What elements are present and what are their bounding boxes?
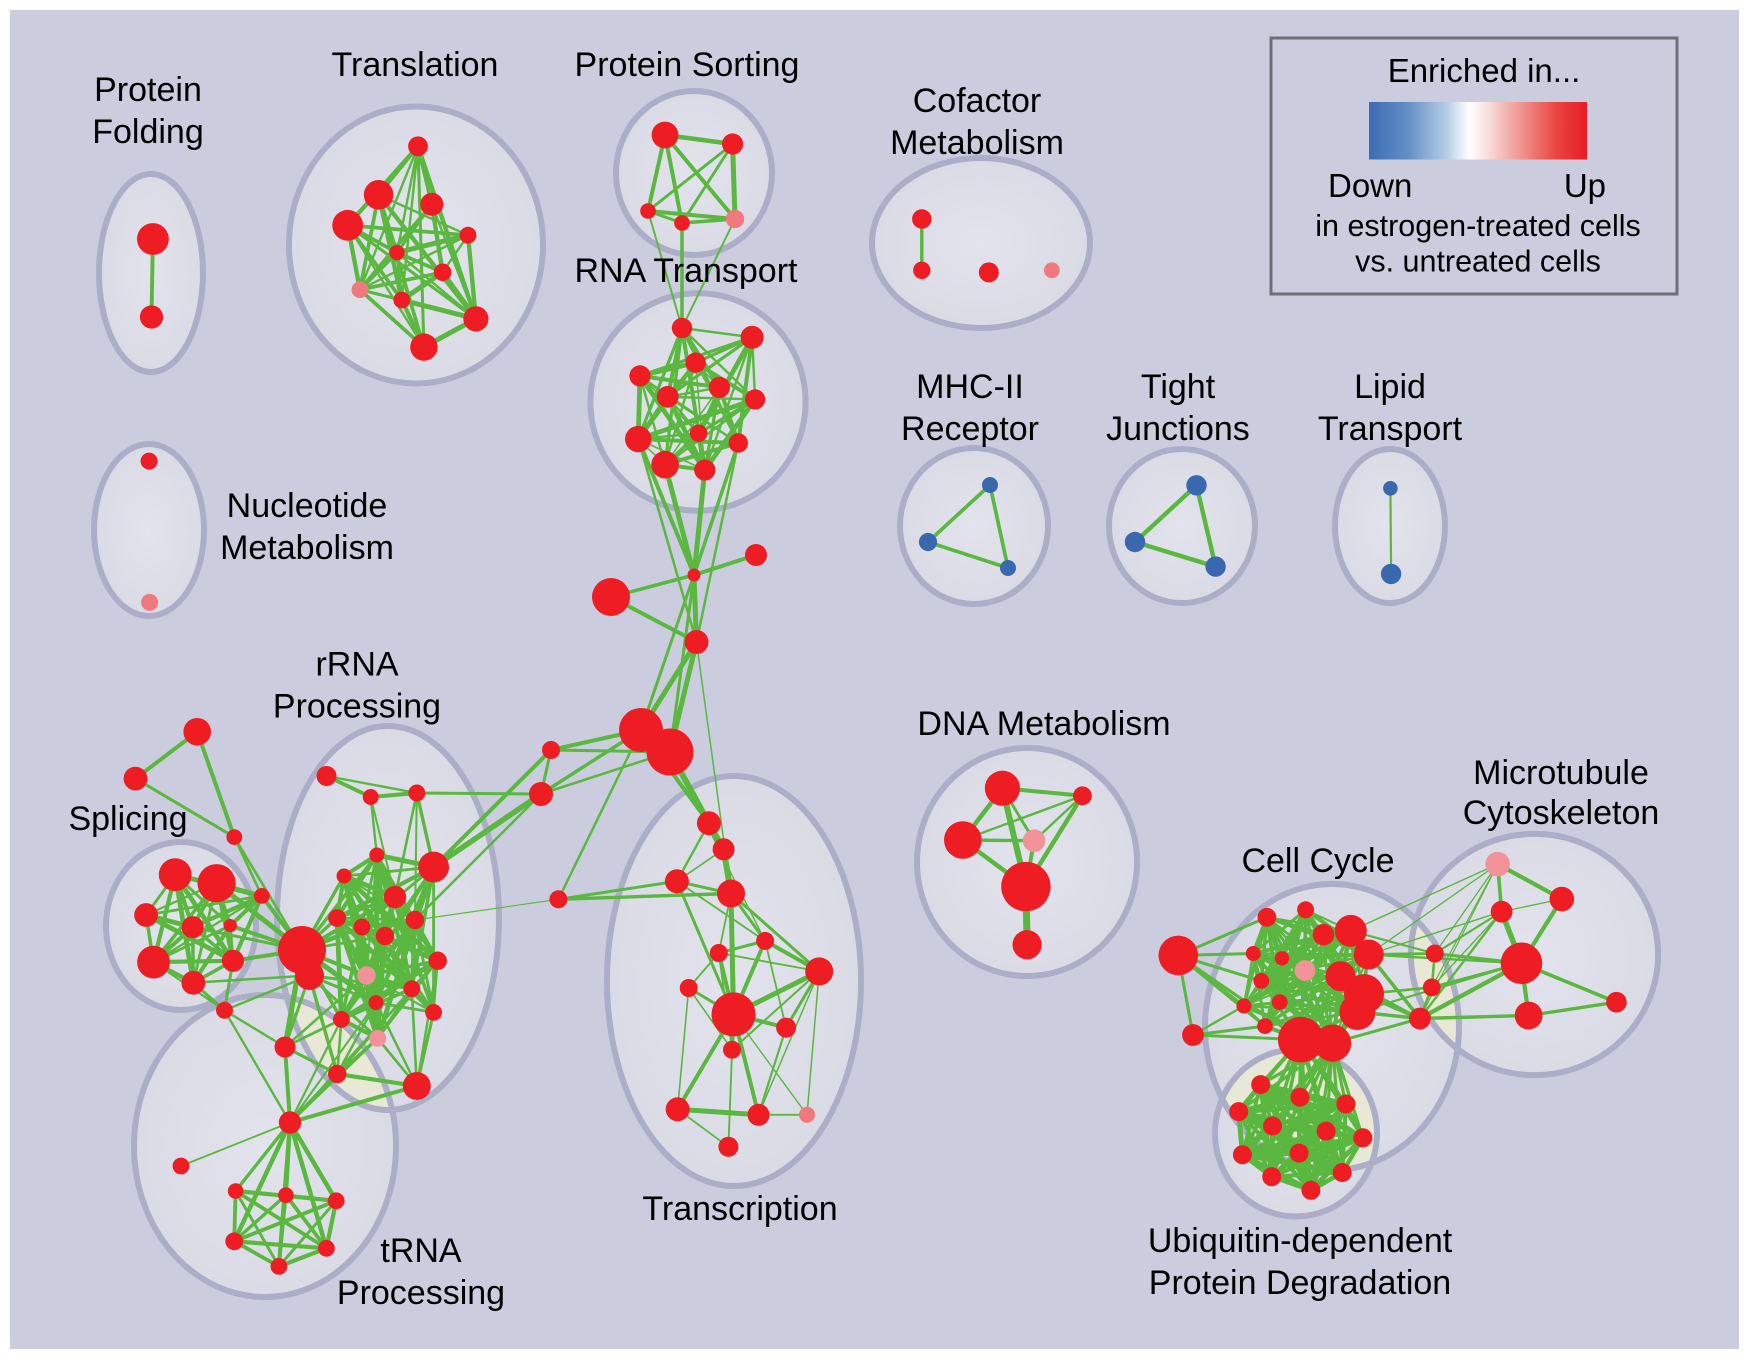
svg-text:Cell Cycle: Cell Cycle bbox=[1241, 842, 1394, 880]
svg-text:Metabolism: Metabolism bbox=[220, 529, 394, 567]
svg-text:RNA Transport: RNA Transport bbox=[575, 252, 799, 290]
svg-text:Lipid: Lipid bbox=[1354, 368, 1426, 406]
svg-text:Folding: Folding bbox=[92, 113, 204, 151]
svg-text:Cofactor: Cofactor bbox=[913, 82, 1042, 120]
svg-text:Enriched in...: Enriched in... bbox=[1388, 52, 1581, 89]
svg-text:Cytoskeleton: Cytoskeleton bbox=[1463, 794, 1660, 832]
svg-text:Transport: Transport bbox=[1318, 410, 1463, 448]
svg-text:Processing: Processing bbox=[273, 688, 441, 726]
svg-text:Ubiquitin-dependent: Ubiquitin-dependent bbox=[1148, 1222, 1453, 1260]
svg-text:Translation: Translation bbox=[332, 46, 499, 84]
svg-text:Splicing: Splicing bbox=[68, 800, 187, 838]
svg-text:Protein Degradation: Protein Degradation bbox=[1149, 1264, 1451, 1302]
svg-text:Nucleotide: Nucleotide bbox=[227, 487, 388, 525]
svg-text:DNA Metabolism: DNA Metabolism bbox=[917, 705, 1170, 743]
svg-text:tRNA: tRNA bbox=[380, 1232, 462, 1270]
svg-text:MHC-II: MHC-II bbox=[916, 368, 1024, 406]
svg-text:Transcription: Transcription bbox=[642, 1190, 837, 1228]
svg-text:Junctions: Junctions bbox=[1106, 410, 1250, 448]
svg-text:Microtubule: Microtubule bbox=[1473, 754, 1649, 792]
svg-text:Tight: Tight bbox=[1141, 368, 1216, 406]
svg-text:Protein Sorting: Protein Sorting bbox=[575, 46, 800, 84]
svg-text:Receptor: Receptor bbox=[901, 410, 1039, 448]
svg-text:in estrogen-treated cells: in estrogen-treated cells bbox=[1315, 209, 1641, 243]
svg-text:Down: Down bbox=[1328, 167, 1412, 204]
svg-text:Metabolism: Metabolism bbox=[890, 124, 1064, 162]
svg-text:rRNA: rRNA bbox=[315, 646, 398, 684]
svg-text:Protein: Protein bbox=[94, 71, 202, 109]
svg-text:Processing: Processing bbox=[337, 1274, 505, 1312]
svg-text:vs. untreated cells: vs. untreated cells bbox=[1355, 245, 1601, 279]
svg-text:Up: Up bbox=[1564, 167, 1606, 204]
